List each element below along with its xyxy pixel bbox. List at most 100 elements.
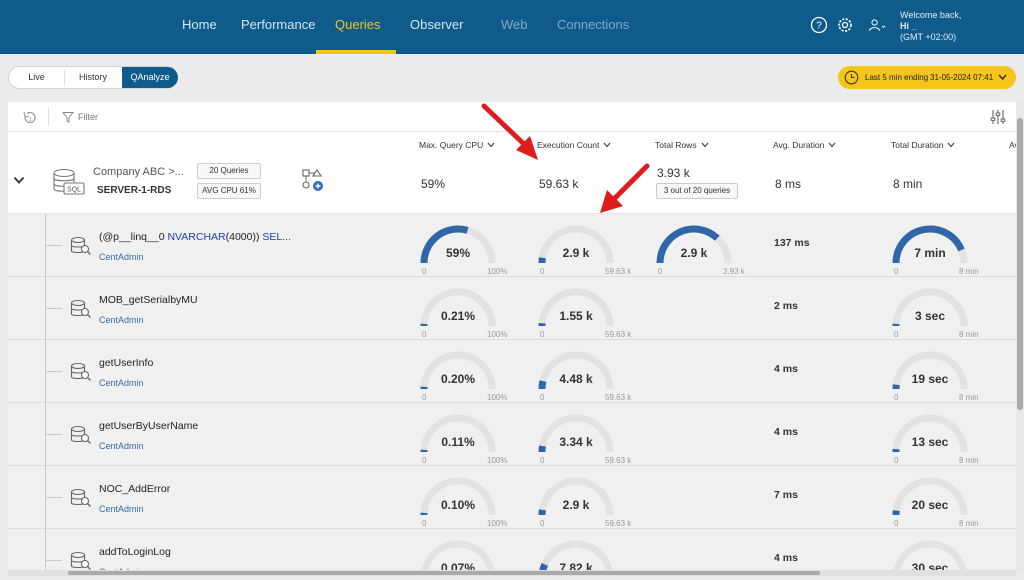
query-owner[interactable]: CentAdmin: [99, 567, 144, 572]
query-name-part: (4000)): [225, 231, 263, 243]
nav-queries[interactable]: Queries: [335, 17, 381, 32]
scrollbar-thumb[interactable]: [1017, 118, 1023, 410]
gauge-max: 8 min: [959, 267, 979, 276]
gauge-value: 7 min: [914, 246, 946, 260]
query-owner[interactable]: CentAdmin: [99, 504, 144, 514]
avg-duration-value: 4 ms: [774, 552, 798, 564]
column-header[interactable]: Execution Count: [537, 140, 611, 150]
gauge-value: 4.48 k: [559, 372, 593, 386]
gauge: 2.9 k 0 3.93 k: [656, 221, 756, 276]
server-company[interactable]: Company ABC >...: [93, 166, 184, 178]
gear-icon[interactable]: [836, 16, 854, 34]
query-owner[interactable]: CentAdmin: [99, 378, 144, 388]
query-name[interactable]: getUserByUserName: [99, 420, 199, 432]
nav-connections[interactable]: Connections: [557, 17, 630, 32]
query-name[interactable]: addToLoginLog: [99, 546, 171, 558]
query-name[interactable]: getUserInfo: [99, 357, 154, 369]
gauge: 0.21% 0 100%: [420, 284, 520, 339]
time-range-label: Last 5 min ending: [865, 73, 929, 82]
gauge-max: 59.63 k: [605, 267, 632, 276]
gauge-value: 0.20%: [440, 372, 476, 386]
query-name[interactable]: NOC_AddError: [99, 483, 171, 495]
column-header-label: Total Rows: [655, 140, 697, 150]
tab-history[interactable]: History: [78, 72, 107, 82]
welcome-block[interactable]: Welcome back, Hi _ (GMT +02:00): [900, 10, 961, 43]
scrollbar-thumb[interactable]: [68, 571, 820, 575]
server-row[interactable]: SQL Company ABC >... SERVER-1-RDS 20 Que…: [8, 154, 1016, 214]
chevron-down-icon[interactable]: [13, 176, 25, 185]
gauge-min: 0: [422, 519, 427, 528]
vertical-scrollbar[interactable]: [1016, 102, 1024, 574]
query-row[interactable]: NOC_AddError CentAdmin 0.10% 0 100% 2.9 k 0 59.…: [8, 466, 1016, 529]
nav-performance[interactable]: Performance: [241, 17, 316, 32]
query-plan-icon[interactable]: [301, 168, 325, 192]
nav-web[interactable]: Web: [501, 17, 528, 32]
server-name[interactable]: SERVER-1-RDS: [97, 185, 172, 196]
annotation-arrow: [600, 163, 650, 213]
query-row[interactable]: MOB_getSerialbyMU CentAdmin 0.21% 0 100% 1.55…: [8, 277, 1016, 340]
chevron-down-icon[interactable]: [828, 142, 836, 148]
active-tab-indicator: [316, 50, 396, 54]
nav-observer[interactable]: Observer: [410, 17, 464, 32]
chevron-down-icon[interactable]: [947, 142, 955, 148]
query-row[interactable]: getUserByUserName CentAdmin 0.11% 0 100% 3.34…: [8, 403, 1016, 466]
filter-label[interactable]: Filter: [78, 112, 98, 122]
gauge-arc: [892, 351, 968, 390]
query-row[interactable]: (@p__linq__0 NVARCHAR(4000)) SEL... CentA…: [8, 214, 1016, 277]
gauge-max: 3.93 k: [723, 267, 745, 276]
gauge-value: 30 sec: [911, 561, 949, 572]
column-header[interactable]: Total Rows: [655, 140, 709, 150]
column-header[interactable]: Total Duration: [891, 140, 955, 150]
chevron-down-icon[interactable]: [701, 142, 709, 148]
gauge-arc: [538, 351, 614, 390]
gauge-max: 100%: [487, 456, 508, 465]
query-row[interactable]: getUserInfo CentAdmin 0.20% 0 100% 4.48 k 0 59.…: [8, 340, 1016, 403]
gauge-max: 100%: [487, 267, 508, 276]
gauge-min: 0: [658, 267, 663, 276]
chevron-down-icon[interactable]: [487, 142, 495, 148]
help-icon[interactable]: ?: [810, 16, 828, 34]
gauge: 20 sec 0 8 min: [892, 473, 992, 528]
query-name[interactable]: (@p__linq__0 NVARCHAR(4000)) SEL...: [99, 231, 291, 243]
column-header-label: Av: [1009, 140, 1019, 150]
query-owner[interactable]: CentAdmin: [99, 441, 144, 451]
clock-icon: [844, 70, 859, 85]
avg-cpu-badge: AVG CPU 61%: [197, 183, 261, 199]
gauge-arc: [892, 288, 968, 327]
gauge-arc: [420, 414, 496, 453]
tab-live[interactable]: Live: [28, 72, 45, 82]
nav-home[interactable]: Home: [182, 17, 217, 32]
tree-line: [46, 245, 62, 246]
gauge-min: 0: [540, 330, 545, 339]
gauge-max: 59.63 k: [605, 330, 632, 339]
column-header[interactable]: Av: [1009, 140, 1019, 150]
user-icon[interactable]: [868, 16, 886, 34]
gauge-value: 0.07%: [440, 561, 476, 572]
query-name[interactable]: MOB_getSerialbyMU: [99, 294, 198, 306]
server-exec-count: 59.63 k: [539, 177, 579, 191]
column-header[interactable]: Avg. Duration: [773, 140, 836, 150]
query-owner[interactable]: CentAdmin: [99, 315, 144, 325]
gauge-arc: [538, 225, 614, 264]
query-count-badge[interactable]: 20 Queries: [197, 163, 261, 179]
chevron-down-icon[interactable]: [603, 142, 611, 148]
user-greeting: Hi _: [900, 21, 917, 31]
horizontal-scrollbar[interactable]: [8, 570, 1016, 576]
annotation-arrow: [481, 103, 538, 160]
column-header[interactable]: Max. Query CPU: [419, 140, 495, 150]
time-range-button[interactable]: Last 5 min ending 31-05-2024 07:41: [838, 66, 1016, 89]
divider: [48, 108, 49, 126]
gauge-arc: [420, 225, 496, 264]
sql-database-icon: SQL: [53, 168, 85, 195]
history-reset-icon[interactable]: 1: [22, 110, 38, 125]
gauge-value: 59%: [445, 246, 471, 260]
query-owner[interactable]: CentAdmin: [99, 252, 144, 262]
tab-qanalyze[interactable]: QAnalyze: [122, 67, 178, 88]
gauge-min: 0: [422, 267, 427, 276]
gauge: 4.48 k 0 59.63 k: [538, 347, 638, 402]
filter-icon[interactable]: [62, 111, 74, 123]
column-settings-icon[interactable]: [990, 109, 1006, 125]
